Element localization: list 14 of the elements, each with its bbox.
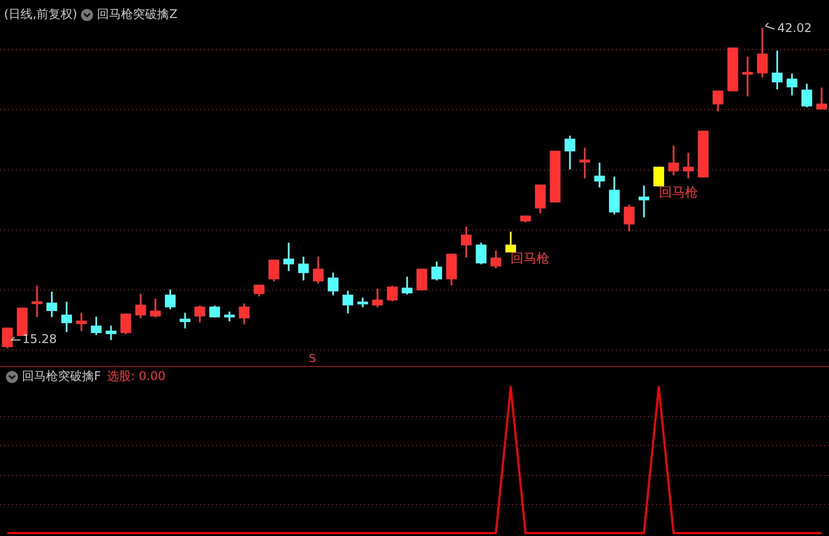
annotation: 回马枪 [510, 251, 550, 266]
candlestick [32, 286, 42, 317]
text: 回马枪突破擒Z [97, 7, 178, 21]
annotation: 回马枪 [658, 185, 698, 200]
text: 选股: 0.00 [106, 369, 166, 383]
candlestick [638, 186, 650, 218]
annotation: S [309, 352, 316, 365]
annotation: 42.02 [777, 21, 812, 36]
candlestick [594, 162, 605, 188]
candlestick [106, 326, 116, 340]
candlestick [180, 312, 190, 328]
chart-title: 回马枪突破擒F [22, 369, 101, 383]
annotation: 15.28 [22, 332, 57, 346]
text: (日线,前复权) [4, 7, 78, 21]
